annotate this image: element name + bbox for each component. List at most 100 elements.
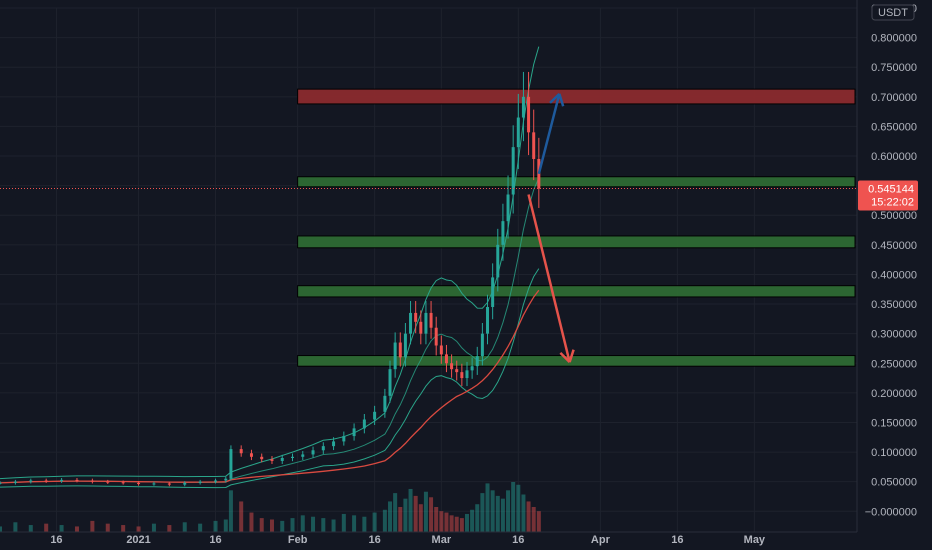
support-zone[interactable] — [297, 235, 856, 249]
time-tick-label: 2021 — [126, 534, 150, 546]
currency-label[interactable]: USDT — [871, 4, 915, 21]
volume-bar — [439, 511, 444, 532]
volume-bar — [444, 512, 449, 532]
candle-body — [291, 456, 295, 458]
candle-body — [465, 370, 469, 379]
candle-body — [419, 321, 423, 334]
time-tick-label: Mar — [432, 534, 452, 546]
candle-body — [373, 411, 377, 420]
volume-bar — [136, 526, 141, 532]
time-tick-label: 16 — [368, 534, 380, 546]
candle-body — [229, 449, 233, 479]
last-price-badge — [858, 180, 918, 211]
currency-label-text: USDT — [878, 7, 908, 19]
candle-body — [280, 457, 284, 461]
volume-bar — [393, 493, 398, 532]
support-zone[interactable] — [297, 176, 856, 188]
volume-bar — [223, 519, 228, 532]
volume-bar — [398, 507, 403, 532]
volume-bar — [403, 498, 408, 532]
volume-bar — [475, 504, 480, 532]
volume-bar — [495, 495, 500, 532]
bullish-arrow-head[interactable] — [558, 93, 565, 107]
volume-bar — [388, 501, 393, 532]
price-tick-label: 0.650000 — [871, 121, 917, 133]
bearish-arrow-shaft[interactable] — [527, 194, 571, 363]
long-moving-average-line — [0, 289, 540, 484]
volume-bar — [341, 513, 346, 532]
volume-bar — [464, 513, 469, 532]
price-tick-label: 0.450000 — [871, 240, 917, 252]
volume-bar — [228, 490, 233, 532]
candle-body — [239, 449, 243, 454]
candle-body — [393, 342, 397, 370]
volume-bar — [500, 498, 505, 532]
volume-bar — [470, 509, 475, 532]
bearish-arrow-head[interactable] — [559, 352, 571, 363]
support-zone[interactable] — [297, 355, 856, 367]
last-price-value: 0.545144 — [868, 184, 914, 196]
bearish-arrow-head[interactable] — [568, 349, 575, 363]
support-zone[interactable] — [297, 285, 856, 298]
candle-body — [414, 312, 418, 322]
projection-arrows[interactable] — [527, 92, 575, 363]
bullish-arrow-shaft[interactable] — [537, 93, 561, 175]
bollinger-lower-line — [0, 268, 540, 489]
price-tick-label: 0.800000 — [871, 33, 917, 45]
candle-body — [486, 307, 490, 334]
volume-bar — [167, 525, 172, 532]
volume-bar — [531, 507, 536, 532]
volume-bar — [290, 518, 295, 532]
candle-body — [311, 450, 315, 455]
volume-bar — [198, 523, 203, 532]
candle-body — [511, 147, 515, 195]
resistance-zone[interactable] — [297, 88, 856, 105]
price-tick-label: 0.300000 — [871, 329, 917, 341]
volume-bar — [28, 525, 33, 532]
candle-body — [0, 482, 2, 484]
volume-bar — [13, 522, 18, 532]
candle-body — [13, 481, 17, 483]
price-tick-label: 0.050000 — [871, 477, 917, 489]
candle-body — [480, 333, 484, 357]
price-tick-label: 0.600000 — [871, 151, 917, 163]
candle-body — [444, 354, 448, 364]
volume-bar — [362, 516, 367, 532]
candle-body — [434, 327, 438, 346]
time-axis[interactable]: 16 2021 16 Feb 16 Mar 16 Apr 16 May — [50, 534, 766, 546]
volume-bar — [121, 525, 126, 532]
volume-bar — [459, 518, 464, 532]
price-tick-label: 0.500000 — [871, 210, 917, 222]
candle-body — [403, 333, 407, 358]
candle-body — [29, 480, 33, 482]
volume-bar — [311, 516, 316, 532]
time-tick-label: May — [744, 534, 766, 546]
candle-body — [44, 480, 48, 482]
price-zones[interactable] — [297, 88, 856, 367]
volume-bar — [90, 520, 95, 532]
candle-body — [470, 366, 474, 371]
volume-bar — [423, 491, 428, 532]
volume-bar — [418, 504, 423, 532]
candle-body — [167, 483, 171, 485]
volume-bar — [213, 520, 218, 532]
candle-body — [429, 312, 433, 328]
candle-body — [439, 345, 443, 355]
bollinger-upper-line — [0, 46, 540, 480]
bullish-arrow-head[interactable] — [549, 92, 561, 104]
candle-body — [260, 456, 264, 460]
candle-body — [198, 481, 202, 483]
volume-bar — [239, 501, 244, 532]
time-tick-label: Apr — [591, 534, 611, 546]
candle-body — [152, 483, 156, 485]
candle-body — [342, 436, 346, 442]
price-tick-label: 0.250000 — [871, 358, 917, 370]
candle-body — [475, 356, 479, 367]
volume-bar — [429, 497, 434, 532]
candle-body — [398, 342, 402, 358]
candle-body — [75, 479, 79, 481]
candle-body — [249, 453, 253, 457]
